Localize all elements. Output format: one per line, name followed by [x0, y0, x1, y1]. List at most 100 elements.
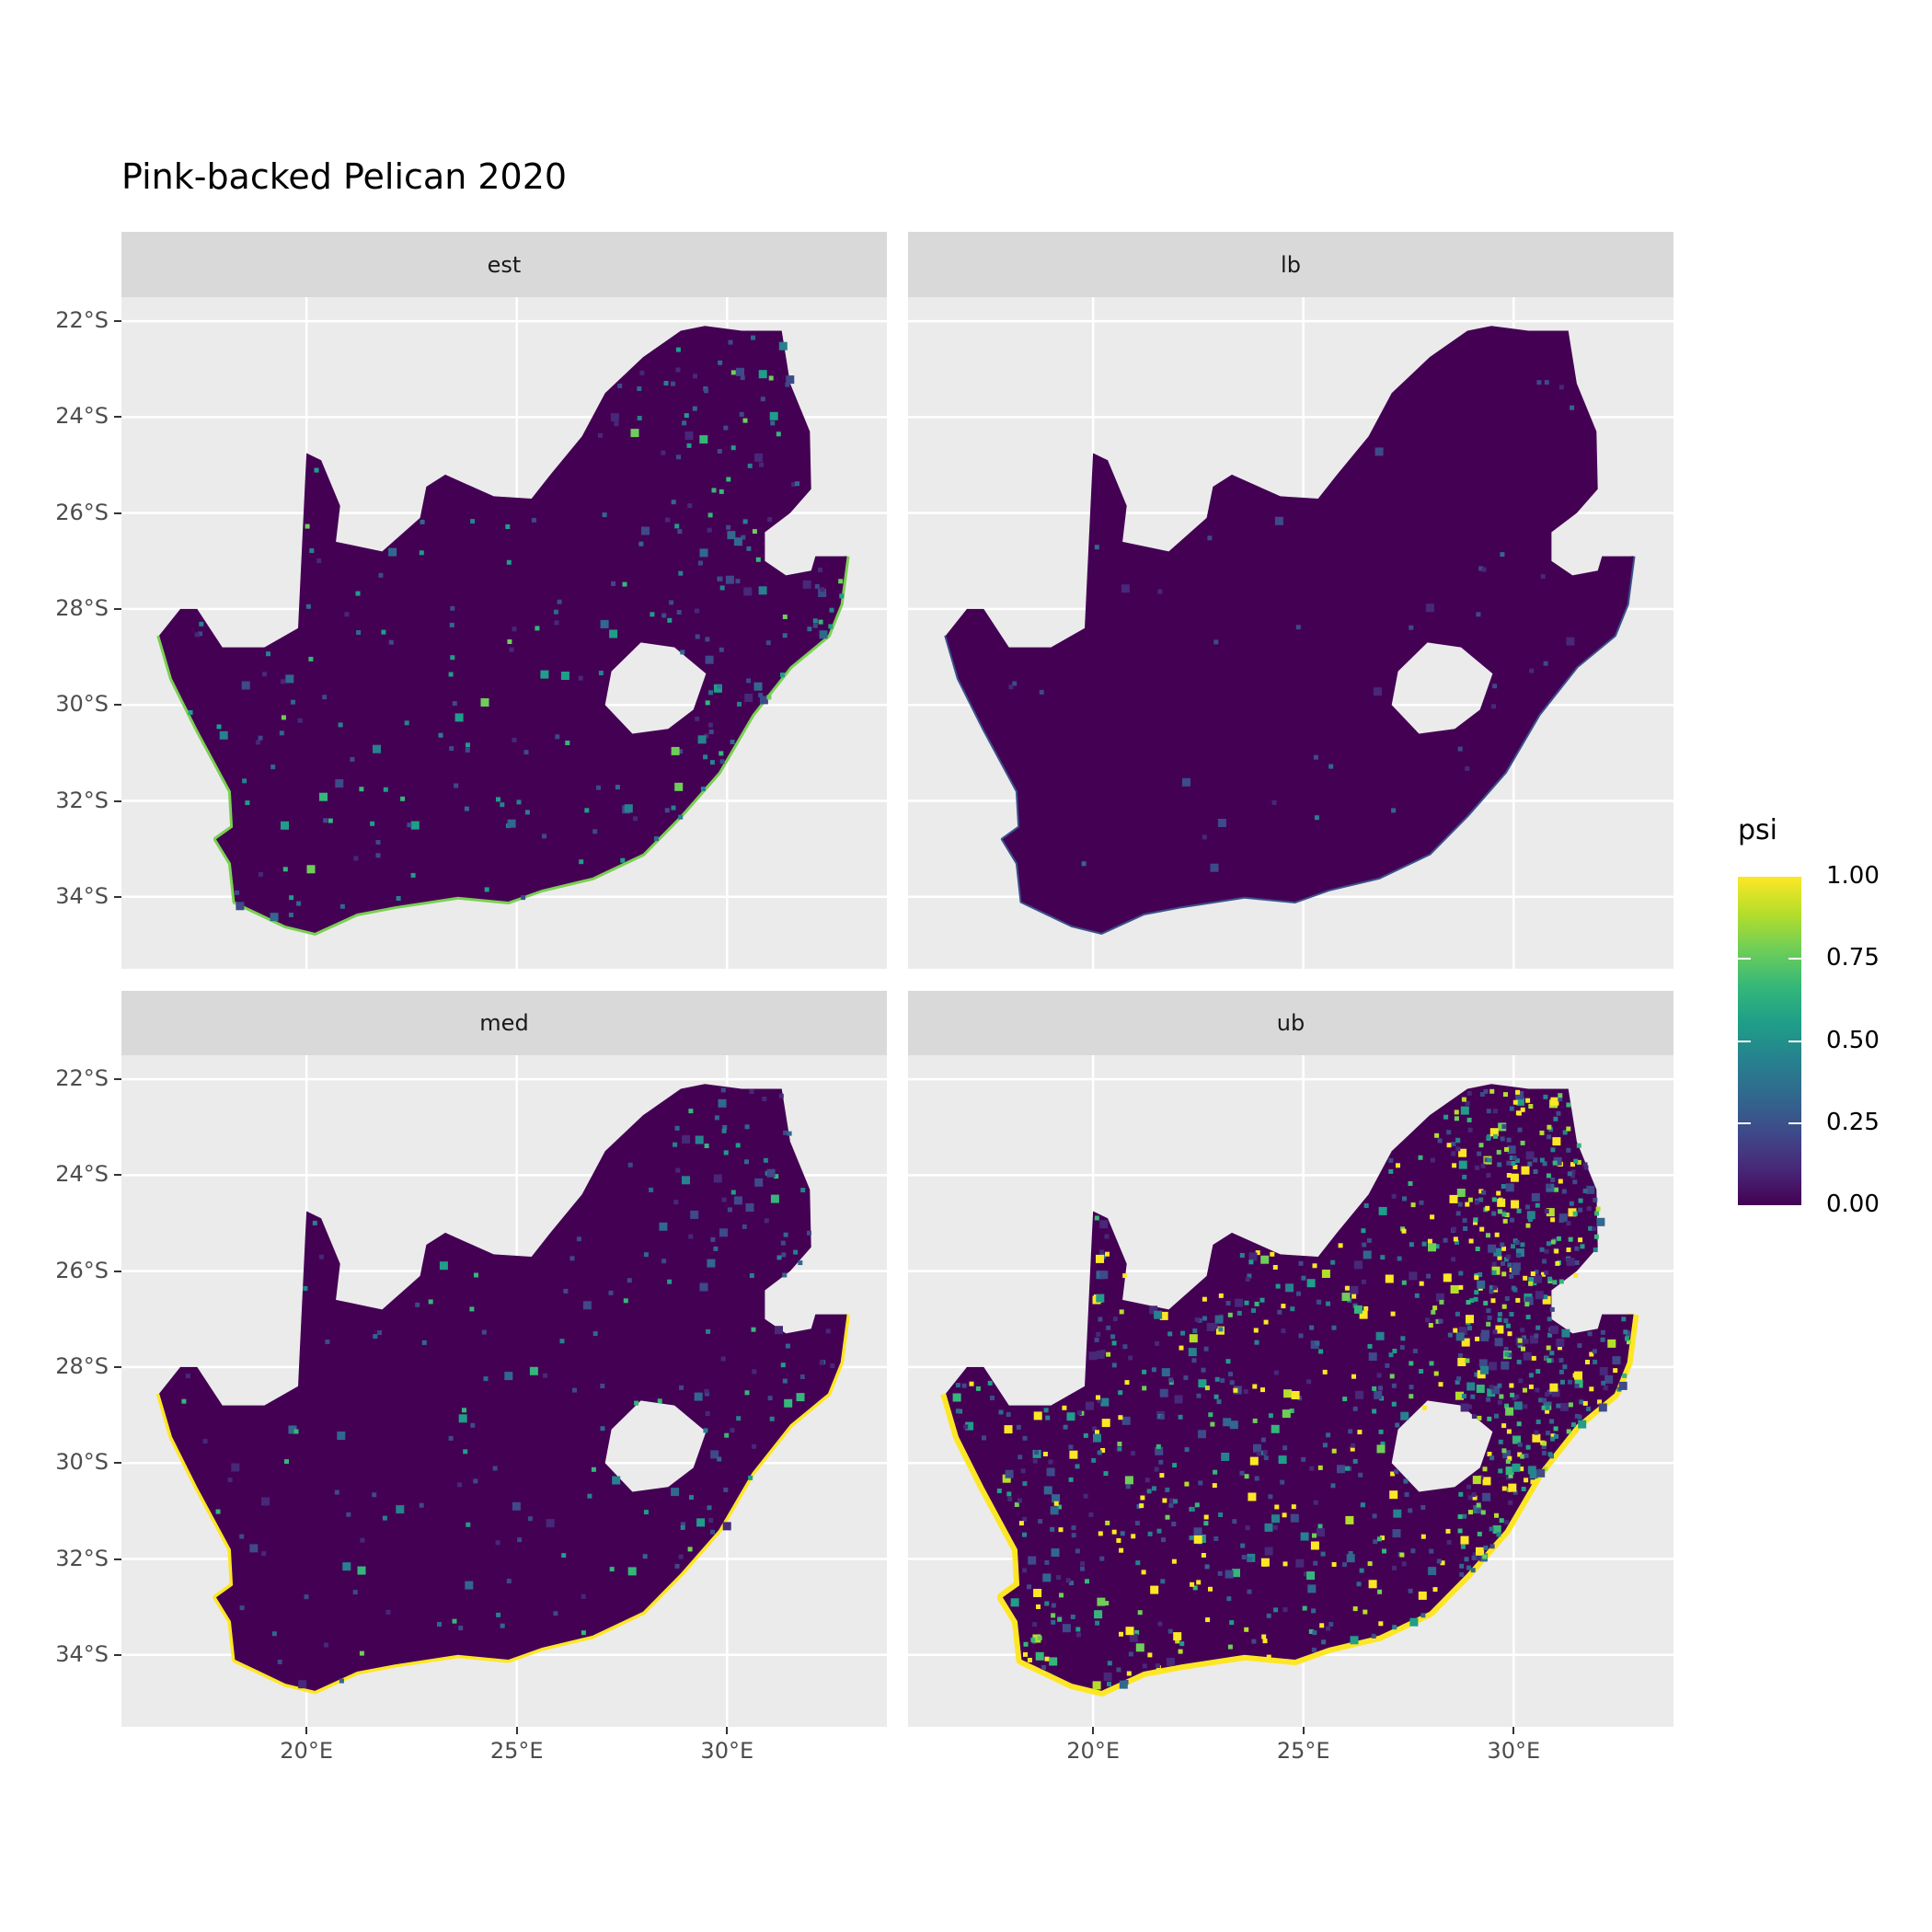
- psi-cell: [1359, 1568, 1364, 1573]
- psi-cell: [713, 1246, 719, 1251]
- psi-cell: [1467, 1197, 1473, 1202]
- y-tick-label: 34°S: [55, 882, 109, 909]
- psi-cell: [699, 435, 708, 444]
- psi-cell: [1236, 1310, 1242, 1316]
- psi-cell: [1507, 1352, 1512, 1358]
- psi-cell: [1162, 1498, 1167, 1503]
- psi-cell: [802, 580, 811, 589]
- psi-cell: [1570, 1173, 1575, 1179]
- psi-cell: [1486, 1308, 1491, 1314]
- psi-cell: [754, 453, 764, 462]
- psi-cell: [1512, 1165, 1518, 1169]
- x-tick-label: 30°E: [1487, 1738, 1541, 1764]
- psi-cell: [1051, 1619, 1056, 1625]
- psi-cell: [1491, 704, 1496, 709]
- psi-cell: [428, 1299, 433, 1305]
- psi-cell: [559, 1339, 565, 1344]
- psi-cell: [1525, 1204, 1530, 1210]
- psi-cell: [1493, 1248, 1502, 1257]
- psi-cell: [584, 808, 590, 813]
- psi-cell: [1517, 1127, 1523, 1133]
- psi-cell: [1404, 1492, 1409, 1497]
- psi-cell: [764, 1218, 769, 1224]
- psi-cell: [375, 853, 381, 858]
- psi-cell: [1502, 1450, 1512, 1459]
- psi-cell: [1093, 1433, 1101, 1443]
- psi-cell: [1475, 1165, 1480, 1170]
- psi-cell: [1488, 1244, 1497, 1253]
- psi-cell: [1354, 1260, 1363, 1270]
- psi-cell: [1587, 1331, 1593, 1337]
- psi-cell: [1480, 1365, 1489, 1374]
- psi-cell: [1282, 1445, 1288, 1451]
- psi-cell: [1178, 1414, 1183, 1420]
- psi-cell: [1568, 1379, 1572, 1385]
- psi-cell: [202, 1439, 208, 1444]
- psi-cell: [1139, 1503, 1144, 1509]
- psi-cell: [1111, 1529, 1117, 1535]
- y-tick-label: 32°S: [55, 787, 109, 813]
- psi-cell: [1443, 1273, 1452, 1282]
- psi-cell: [1401, 1228, 1407, 1234]
- psi-cell: [373, 1334, 378, 1340]
- psi-cell: [1062, 1405, 1067, 1410]
- psi-cell: [258, 735, 263, 741]
- psi-cell: [1506, 1137, 1512, 1143]
- psi-cell: [1497, 1317, 1502, 1323]
- psi-cell: [1578, 1207, 1583, 1213]
- psi-cell: [1023, 1651, 1028, 1657]
- colorbar-tick: [1738, 1121, 1751, 1124]
- psi-cell: [284, 1459, 289, 1465]
- psi-cell: [1260, 1387, 1265, 1393]
- psi-cell: [775, 1326, 783, 1335]
- psi-cell: [1345, 1466, 1350, 1471]
- psi-cell: [1558, 1369, 1564, 1374]
- psi-cell: [524, 810, 530, 815]
- psi-cell: [457, 1482, 463, 1488]
- psi-cell: [1298, 1333, 1304, 1339]
- psi-cell: [1556, 1110, 1561, 1116]
- psi-cell: [1466, 1565, 1471, 1570]
- psi-cell: [1604, 1374, 1614, 1384]
- psi-cell: [1051, 1613, 1056, 1618]
- psi-cell: [1291, 1504, 1296, 1510]
- psi-cell: [546, 1519, 555, 1528]
- psi-cell: [829, 607, 834, 613]
- psi-cell: [512, 737, 517, 742]
- psi-cell: [1475, 1336, 1480, 1341]
- psi-cell: [1515, 1248, 1524, 1257]
- psi-cell: [705, 637, 710, 642]
- psi-cell: [676, 454, 681, 460]
- psi-cell: [1451, 1257, 1456, 1262]
- psi-cell: [774, 1174, 779, 1179]
- psi-cell: [1595, 1206, 1601, 1212]
- psi-cell: [987, 1380, 993, 1386]
- psi-cell: [357, 1566, 366, 1575]
- psi-cell: [516, 799, 522, 805]
- psi-cell: [1006, 1412, 1011, 1417]
- psi-cell: [1491, 1270, 1497, 1275]
- psi-cell: [684, 431, 694, 440]
- psi-cell: [1512, 1396, 1517, 1401]
- psi-cell: [259, 871, 263, 877]
- psi-cell: [1539, 1157, 1545, 1163]
- psi-cell: [1278, 1455, 1287, 1465]
- psi-cell: [1574, 1413, 1580, 1419]
- psi-cell: [1388, 1157, 1394, 1163]
- psi-cell: [1566, 1258, 1575, 1267]
- psi-cell: [1208, 1586, 1213, 1592]
- psi-cell: [1478, 1475, 1484, 1480]
- psi-cell: [1600, 1329, 1605, 1335]
- psi-cell: [1580, 1244, 1585, 1249]
- psi-cell: [1014, 1502, 1019, 1507]
- psi-cell: [1457, 1514, 1463, 1520]
- psi-cell: [1440, 1560, 1445, 1566]
- psi-cell: [388, 547, 397, 557]
- psi-cell: [1239, 1253, 1245, 1258]
- psi-cell: [1309, 1325, 1315, 1330]
- psi-cell: [1491, 1211, 1497, 1216]
- psi-cell: [1174, 1395, 1183, 1404]
- psi-cell: [1390, 1471, 1396, 1477]
- psi-cell: [1266, 1654, 1271, 1660]
- psi-cell: [1621, 1317, 1627, 1322]
